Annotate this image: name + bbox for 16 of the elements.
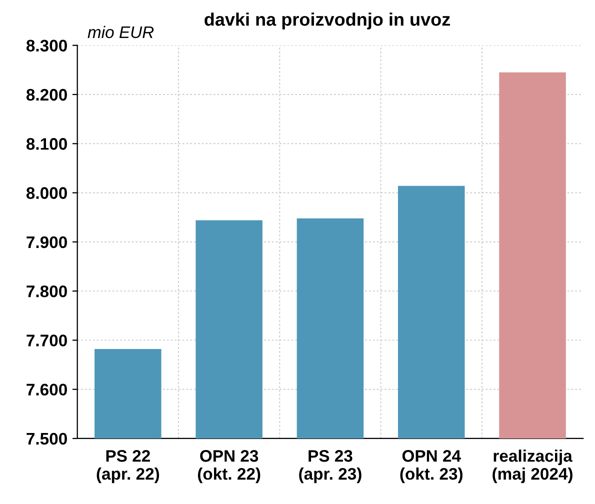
y-tick-label: 7.800 xyxy=(26,285,67,298)
y-tick-label: 8.200 xyxy=(26,88,67,101)
y-tick-label: 7.900 xyxy=(26,236,67,248)
y-tick-label: 7.500 xyxy=(26,432,67,445)
y-axis-title: mio EUR xyxy=(88,26,154,38)
x-tick-label: PS 22 (apr. 22) xyxy=(96,450,160,484)
x-tick-label: PS 23 (apr. 23) xyxy=(299,450,362,484)
x-tick-label: OPN 24 (okt. 23) xyxy=(400,450,462,484)
y-tick-label: 8.300 xyxy=(26,40,67,52)
y-tick-label: 7.700 xyxy=(26,334,67,346)
y-tick-label: 8.000 xyxy=(26,187,67,199)
x-tick-label: realizacija (maj 2024) xyxy=(492,450,572,484)
x-tick-label: OPN 23 (okt. 22) xyxy=(198,450,260,484)
chart-title: davki na proizvodnjo in uvoz xyxy=(204,12,450,30)
y-tick-label: 7.600 xyxy=(26,384,67,396)
y-tick-label: 8.100 xyxy=(26,138,67,150)
